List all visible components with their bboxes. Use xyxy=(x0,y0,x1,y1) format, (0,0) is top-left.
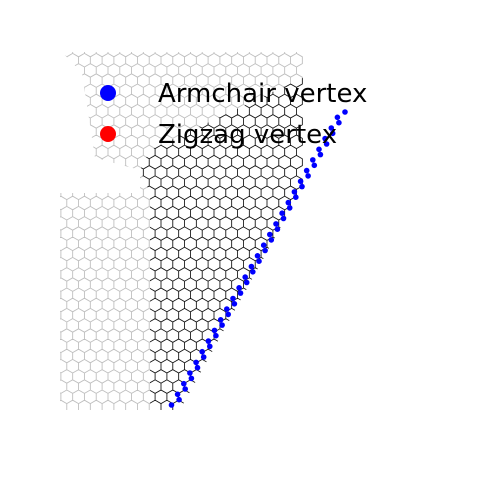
armchair-vertex-dot xyxy=(213,332,219,339)
armchair-vertex-dot xyxy=(225,311,231,318)
armchair-vertex-dot xyxy=(256,258,262,265)
armchair-vertex-dot xyxy=(243,279,250,286)
armchair-vertex-dot xyxy=(219,322,225,328)
legend-marker-zigzag xyxy=(100,126,116,142)
armchair-vertex-dot xyxy=(193,359,199,366)
armchair-vertex-dot xyxy=(285,199,292,206)
armchair-vertex-dot xyxy=(242,274,248,280)
armchair-vertex-dot xyxy=(267,231,273,238)
armchair-vertex-dot xyxy=(254,253,261,259)
armchair-vertex-dot xyxy=(262,247,268,254)
armchair-vertex-dot xyxy=(291,189,298,195)
armchair-vertex-dot xyxy=(205,338,212,344)
armchair-vertex-dot xyxy=(303,167,310,174)
armchair-edge-vertices xyxy=(168,109,348,408)
armchair-vertex-dot xyxy=(187,370,193,376)
armchair-vertex-dot xyxy=(273,221,279,227)
armchair-vertex-dot xyxy=(293,194,299,200)
armchair-vertex-dot xyxy=(168,402,175,408)
armchair-vertex-dot xyxy=(297,178,304,185)
armchair-vertex-dot xyxy=(188,375,195,382)
armchair-vertex-dot xyxy=(181,380,187,387)
armchair-vertex-dot xyxy=(274,226,281,232)
armchair-vertex-dot xyxy=(207,343,213,350)
armchair-vertex-dot xyxy=(334,114,341,121)
armchair-vertex-dot xyxy=(342,109,348,115)
armchair-vertex-dot xyxy=(250,269,256,275)
legend-marker-armchair xyxy=(100,85,116,101)
legend-label-zigzag: Zigzag vertex xyxy=(158,120,337,150)
armchair-vertex-dot xyxy=(199,348,205,355)
armchair-vertex-dot xyxy=(286,205,293,211)
armchair-vertex-dot xyxy=(236,285,242,291)
armchair-vertex-dot xyxy=(268,237,275,243)
armchair-vertex-dot xyxy=(237,290,244,296)
armchair-vertex-dot xyxy=(224,306,230,312)
armchair-vertex-dot xyxy=(231,301,238,307)
armchair-vertex-dot xyxy=(328,125,335,131)
armchair-vertex-dot xyxy=(323,141,330,147)
armchair-vertex-dot xyxy=(279,210,285,216)
armchair-vertex-dot xyxy=(230,295,236,302)
legend: Armchair vertex Zigzag vertex xyxy=(100,79,367,150)
armchair-vertex-dot xyxy=(182,386,188,392)
armchair-vertex-dot xyxy=(211,327,218,334)
armchair-vertex-dot xyxy=(336,119,342,126)
armchair-vertex-dot xyxy=(248,263,255,270)
armchair-vertex-dot xyxy=(176,396,182,403)
armchair-vertex-dot xyxy=(316,146,322,153)
legend-label-armchair: Armchair vertex xyxy=(158,79,367,109)
armchair-vertex-dot xyxy=(200,354,207,360)
armchair-vertex-dot xyxy=(317,151,324,158)
armchair-vertex-dot xyxy=(217,317,224,323)
armchair-vertex-dot xyxy=(329,130,336,137)
armchair-vertex-dot xyxy=(280,215,287,222)
armchair-vertex-dot xyxy=(299,183,305,190)
armchair-vertex-dot xyxy=(310,157,316,163)
armchair-vertex-dot xyxy=(311,162,318,169)
armchair-vertex-dot xyxy=(305,173,311,179)
armchair-vertex-dot xyxy=(322,135,328,142)
armchair-vertex-dot xyxy=(174,391,181,398)
armchair-vertex-dot xyxy=(260,242,267,248)
armchair-vertex-dot xyxy=(194,364,201,371)
